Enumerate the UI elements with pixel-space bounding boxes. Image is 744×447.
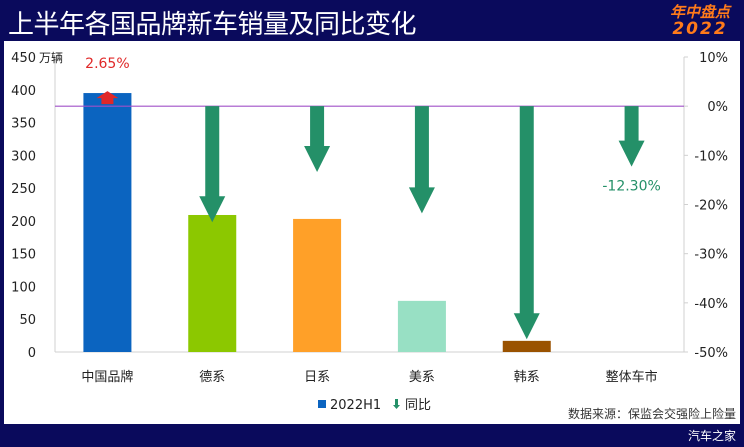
logo-line1: 年中盘点 (669, 3, 730, 21)
yoy-arrow-up-0 (96, 91, 119, 105)
legend-label-yoy: 同比 (405, 398, 431, 413)
left-tick-label: 400 (11, 84, 36, 99)
right-tick-label: -20% (694, 199, 728, 214)
chart-title: 上半年各国品牌新车销量及同比变化 (8, 10, 417, 40)
right-tick-label: -30% (694, 248, 728, 263)
legend-swatch-2022h1 (318, 400, 326, 408)
category-label: 德系 (199, 370, 225, 385)
right-tick-label: 0% (707, 100, 728, 115)
bar-0 (83, 93, 132, 353)
bar-1 (188, 214, 237, 352)
right-tick-label: 10% (699, 51, 728, 66)
yoy-arrow-down-1 (199, 106, 226, 223)
left-tick-label: 50 (19, 313, 36, 328)
yoy-arrow-down-2 (304, 106, 331, 173)
yoy-arrow-down-4 (513, 106, 540, 340)
left-axis-unit: 万辆 (39, 51, 63, 65)
left-tick-label: 300 (11, 149, 36, 164)
yoy-data-label: 2.65% (85, 56, 129, 72)
logo: 年中盘点 2022 (670, 4, 730, 38)
right-tick-label: -40% (694, 297, 728, 312)
left-tick-label: 250 (11, 182, 36, 197)
legend-arrow-icon (393, 405, 400, 409)
right-tick-label: -50% (694, 346, 728, 361)
logo-line2: 2022 (672, 19, 728, 39)
category-label: 韩系 (514, 370, 540, 385)
legend-swatch-yoy (395, 399, 398, 406)
category-label: 整体车市 (606, 369, 658, 385)
left-tick-label: 350 (11, 117, 36, 132)
yoy-arrow-down-5 (618, 106, 645, 167)
left-tick-label: 200 (11, 215, 36, 230)
category-label: 美系 (409, 370, 435, 385)
left-tick-label: 100 (11, 280, 36, 295)
category-label: 中国品牌 (81, 369, 133, 385)
left-tick-label: 150 (11, 248, 36, 263)
bar-4 (502, 340, 551, 352)
left-tick-label: 450 (11, 51, 36, 66)
bar-2 (293, 218, 342, 352)
watermark-credit: 汽车之家 (687, 429, 736, 443)
bar-3 (397, 300, 446, 352)
category-label: 日系 (304, 370, 330, 385)
legend-label-2022h1: 2022H1 (330, 398, 381, 413)
right-tick-label: -10% (694, 149, 728, 164)
yoy-data-label: -12.30% (602, 179, 660, 195)
yoy-arrow-down-3 (408, 106, 435, 214)
data-source-note: 数据来源：保监会交强险上险量 (568, 406, 736, 421)
left-tick-label: 0 (28, 346, 36, 361)
